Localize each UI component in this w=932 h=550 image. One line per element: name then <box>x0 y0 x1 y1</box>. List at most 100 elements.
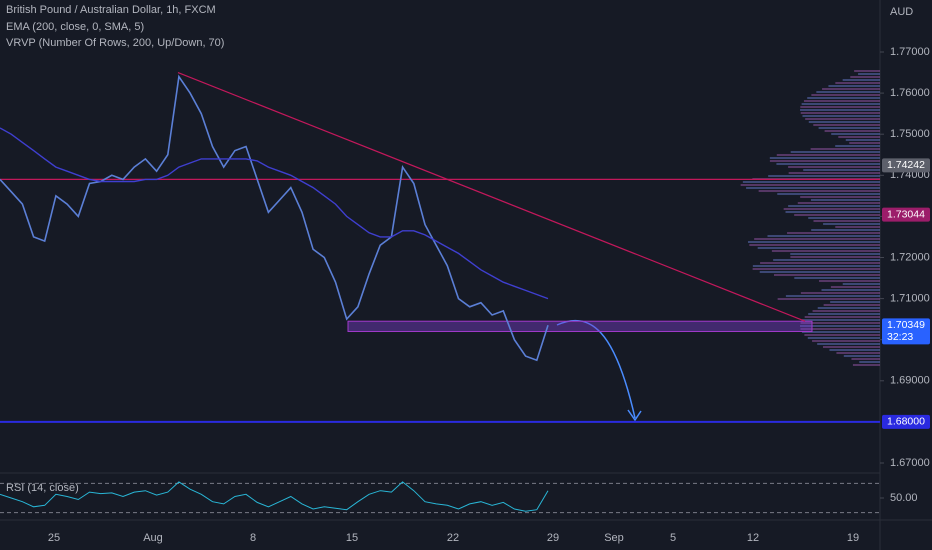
profile-row <box>788 172 880 174</box>
profile-row <box>818 127 880 129</box>
profile-row <box>785 295 880 297</box>
profile-row <box>746 187 880 189</box>
profile-row <box>790 253 880 255</box>
profile-row <box>807 97 880 99</box>
profile-row <box>821 289 880 291</box>
profile-row <box>790 151 880 153</box>
profile-row <box>813 220 880 222</box>
profile-row <box>851 358 880 360</box>
x-tick-label: 12 <box>747 532 759 544</box>
vrvp-legend: VRVP (Number Of Rows, 200, Up/Down, 70) <box>6 37 224 49</box>
profile-row <box>800 106 880 108</box>
profile-row <box>838 136 880 138</box>
support-zone <box>347 320 813 332</box>
price-label: 1.73044 <box>887 208 925 220</box>
currency: AUD <box>890 6 913 18</box>
y-tick-label: 1.69000 <box>890 375 930 387</box>
profile-row <box>788 205 880 207</box>
profile-row <box>767 235 880 237</box>
profile-row <box>807 337 880 339</box>
volume-profile <box>740 70 880 366</box>
profile-row <box>811 229 880 231</box>
profile-row <box>769 160 880 162</box>
y-tick-label: 1.71000 <box>890 293 930 305</box>
profile-row <box>769 157 880 159</box>
profile-row <box>801 103 880 105</box>
price-label-box <box>882 207 930 222</box>
x-tick-label: 25 <box>48 532 60 544</box>
profile-row <box>748 241 880 243</box>
x-tick-label: 5 <box>670 532 676 544</box>
profile-row <box>749 244 880 246</box>
x-tick-label: 8 <box>250 532 256 544</box>
profile-row <box>854 70 880 72</box>
profile-row <box>808 121 880 123</box>
profile-row <box>808 313 880 315</box>
profile-row <box>811 94 880 96</box>
countdown: 32:23 <box>887 331 913 343</box>
profile-row <box>829 349 880 351</box>
profile-row <box>777 193 880 195</box>
profile-row <box>800 325 880 327</box>
price-label-box <box>882 318 930 345</box>
profile-row <box>810 199 880 201</box>
profile-row <box>823 304 880 306</box>
profile-row <box>740 184 880 186</box>
y-tick-label: 1.76000 <box>890 87 930 99</box>
profile-row <box>817 343 880 345</box>
profile-row <box>803 100 880 102</box>
profile-row <box>805 118 880 120</box>
profile-row <box>803 169 880 171</box>
profile-row <box>768 175 880 177</box>
profile-row <box>830 286 880 288</box>
profile-row <box>788 166 880 168</box>
profile-row <box>830 301 880 303</box>
profile-row <box>800 292 880 294</box>
x-tick-label: 19 <box>847 532 859 544</box>
x-tick-label: 15 <box>346 532 358 544</box>
price-label: 1.68000 <box>887 416 925 428</box>
profile-row <box>850 76 880 78</box>
profile-row <box>790 256 880 258</box>
ema-legend: EMA (200, close, 0, SMA, 5) <box>6 21 144 33</box>
symbol-title: British Pound / Australian Dollar, 1h, F… <box>6 4 216 16</box>
x-tick-label: 22 <box>447 532 459 544</box>
profile-row <box>742 181 880 183</box>
price-label: 1.74242 <box>887 159 925 171</box>
profile-row <box>813 124 880 126</box>
profile-row <box>858 73 880 75</box>
profile-row <box>822 88 880 90</box>
profile-row <box>859 361 880 363</box>
profile-row <box>824 130 880 132</box>
profile-row <box>800 322 880 324</box>
profile-row <box>800 109 880 111</box>
profile-row <box>787 232 880 234</box>
profile-row <box>816 91 880 93</box>
profile-row <box>842 79 880 81</box>
profile-row <box>752 265 880 267</box>
profile-row <box>800 328 880 330</box>
rsi-line <box>0 481 549 512</box>
profile-row <box>849 142 880 144</box>
profile-row <box>800 112 880 114</box>
profile-row <box>802 115 880 117</box>
series-line <box>0 74 549 362</box>
profile-row <box>757 247 880 249</box>
profile-row <box>835 82 880 84</box>
profile-row <box>802 319 880 321</box>
rsi-tick-label: 50.00 <box>890 492 918 504</box>
profile-row <box>835 226 880 228</box>
profile-row <box>823 223 880 225</box>
profile-row <box>797 202 880 204</box>
profile-row <box>810 148 880 150</box>
price-label-box <box>882 414 930 429</box>
profile-row <box>804 334 880 336</box>
profile-row <box>845 139 880 141</box>
profile-row <box>801 331 880 333</box>
profile-row <box>752 268 880 270</box>
profile-row <box>773 259 880 261</box>
profile-row <box>808 217 880 219</box>
x-tick-label: Aug <box>143 532 163 544</box>
series-line <box>0 127 549 300</box>
profile-row <box>754 238 880 240</box>
